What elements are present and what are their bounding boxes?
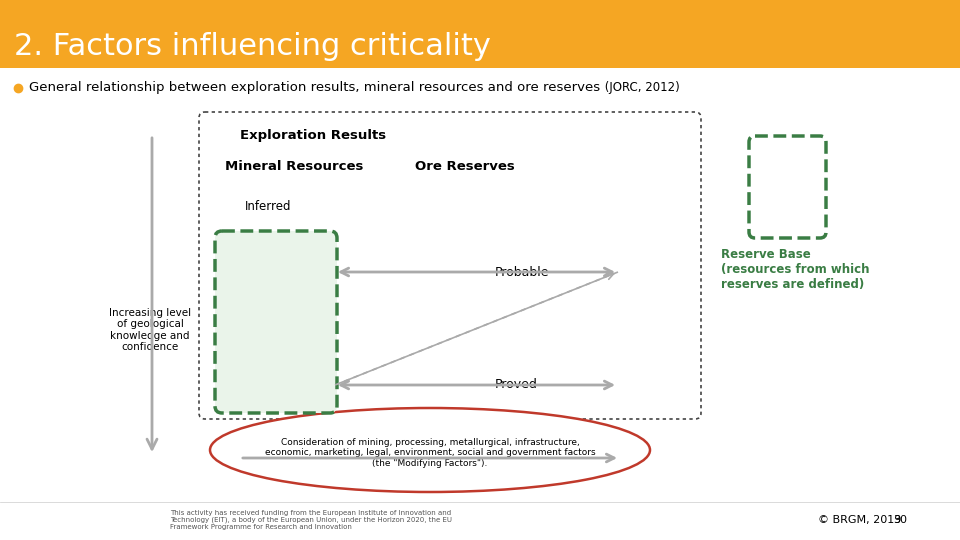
Text: 2. Factors influencing criticality: 2. Factors influencing criticality <box>14 32 491 60</box>
Text: Inferred: Inferred <box>245 199 292 213</box>
Text: Increasing level
of geological
knowledge and
confidence: Increasing level of geological knowledge… <box>108 308 191 353</box>
FancyBboxPatch shape <box>215 231 337 413</box>
Text: Reserve Base
(resources from which
reserves are defined): Reserve Base (resources from which reser… <box>721 248 869 291</box>
Text: 30: 30 <box>893 515 907 525</box>
Ellipse shape <box>210 408 650 492</box>
Text: Consideration of mining, processing, metallurgical, infrastructure,
economic, ma: Consideration of mining, processing, met… <box>265 438 595 468</box>
Text: Proved: Proved <box>495 379 538 392</box>
Text: Exploration Results: Exploration Results <box>240 130 386 143</box>
Text: Measured: Measured <box>241 379 311 392</box>
Text: (JORC, 2012): (JORC, 2012) <box>601 82 680 94</box>
Text: © BRGM, 2019: © BRGM, 2019 <box>818 515 901 525</box>
Text: Probable: Probable <box>495 266 549 279</box>
Bar <box>0 0 960 68</box>
Text: Mineral Resources: Mineral Resources <box>225 159 364 172</box>
Text: Ore Reserves: Ore Reserves <box>415 159 515 172</box>
Text: Indicated: Indicated <box>243 264 309 276</box>
Text: General relationship between exploration results, mineral resources and ore rese: General relationship between exploration… <box>29 82 600 94</box>
Text: This activity has received funding from the European Institute of Innovation and: This activity has received funding from … <box>170 510 452 530</box>
